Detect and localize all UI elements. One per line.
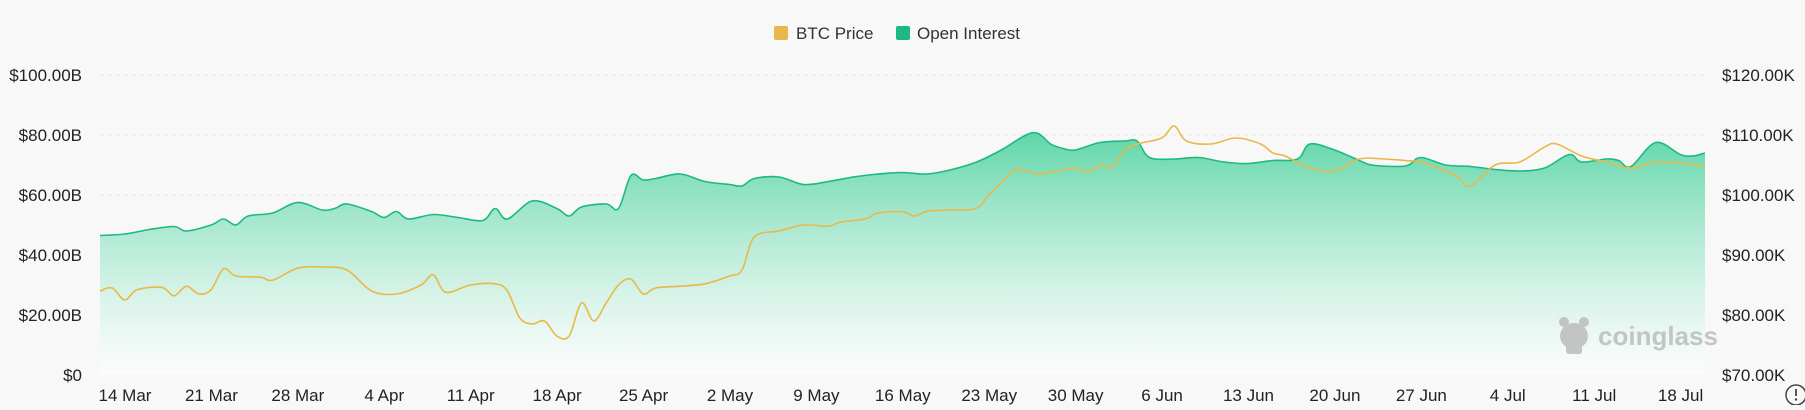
x-tick-label: 21 Mar [185, 386, 238, 405]
x-tick-label: 30 May [1048, 386, 1104, 405]
coinglass-logo-icon [1559, 317, 1589, 354]
alert-badge-icon[interactable] [1785, 384, 1805, 406]
legend-item-btc-price[interactable]: BTC Price [774, 24, 873, 43]
x-tick-label: 27 Jun [1396, 386, 1447, 405]
x-tick-label: 6 Jun [1141, 386, 1183, 405]
x-tick-label: 4 Jul [1490, 386, 1526, 405]
x-tick-label: 20 Jun [1309, 386, 1360, 405]
x-tick-label: 13 Jun [1223, 386, 1274, 405]
open-interest-line [99, 131, 1706, 237]
x-tick-label: 23 May [961, 386, 1017, 405]
x-tick-label: 2 May [707, 386, 754, 405]
x-tick-label: 18 Apr [533, 386, 582, 405]
left-axis: $0 $20.00B $40.00B $60.00B $80.00B $100.00B [9, 66, 82, 385]
x-tick-label: 18 Jul [1658, 386, 1703, 405]
x-tick-label: 9 May [793, 386, 840, 405]
x-axis: 14 Mar 21 Mar 28 Mar 4 Apr 11 Apr 18 Apr 25 Ap… [99, 386, 1704, 405]
x-tick-label: 11 Jul [1572, 386, 1616, 405]
coinglass-watermark: coinglass [1559, 317, 1718, 354]
legend-item-open-interest[interactable]: Open Interest [896, 24, 1020, 43]
x-tick-label: 14 Mar [99, 386, 152, 405]
right-axis: $70.00K $80.00K $90.00K $100.00K $110.00K $12… [1722, 66, 1795, 385]
y-left-tick-label: $60.00B [19, 186, 82, 205]
y-left-tick-label: $20.00B [19, 306, 82, 325]
open-interest-area [100, 132, 1705, 375]
x-tick-label: 11 Apr [447, 386, 495, 405]
y-right-tick-label: $90.00K [1722, 246, 1786, 265]
watermark-text: coinglass [1598, 321, 1718, 351]
y-left-tick-label: $40.00B [19, 246, 82, 265]
y-right-tick-label: $120.00K [1722, 66, 1795, 85]
y-left-tick-label: $100.00B [9, 66, 82, 85]
legend-label-btc-price: BTC Price [796, 24, 873, 43]
y-right-tick-label: $80.00K [1722, 306, 1786, 325]
x-tick-label: 4 Apr [364, 386, 404, 405]
x-tick-label: 16 May [875, 386, 931, 405]
x-tick-label: 25 Apr [619, 386, 668, 405]
x-tick-label: 28 Mar [271, 386, 324, 405]
y-right-tick-label: $70.00K [1722, 366, 1786, 385]
legend-swatch-btc-price [774, 26, 788, 40]
legend[interactable]: BTC Price Open Interest [774, 24, 1020, 43]
y-left-tick-label: $80.00B [19, 126, 82, 145]
legend-swatch-open-interest [896, 26, 910, 40]
y-right-tick-label: $110.00K [1722, 126, 1794, 145]
btc-price-line [99, 125, 1706, 340]
legend-label-open-interest: Open Interest [917, 24, 1020, 43]
y-left-tick-label: $0 [63, 366, 82, 385]
btc-price-series [99, 125, 1706, 340]
y-right-tick-label: $100.00K [1722, 186, 1795, 205]
open-interest-series [99, 131, 1706, 375]
